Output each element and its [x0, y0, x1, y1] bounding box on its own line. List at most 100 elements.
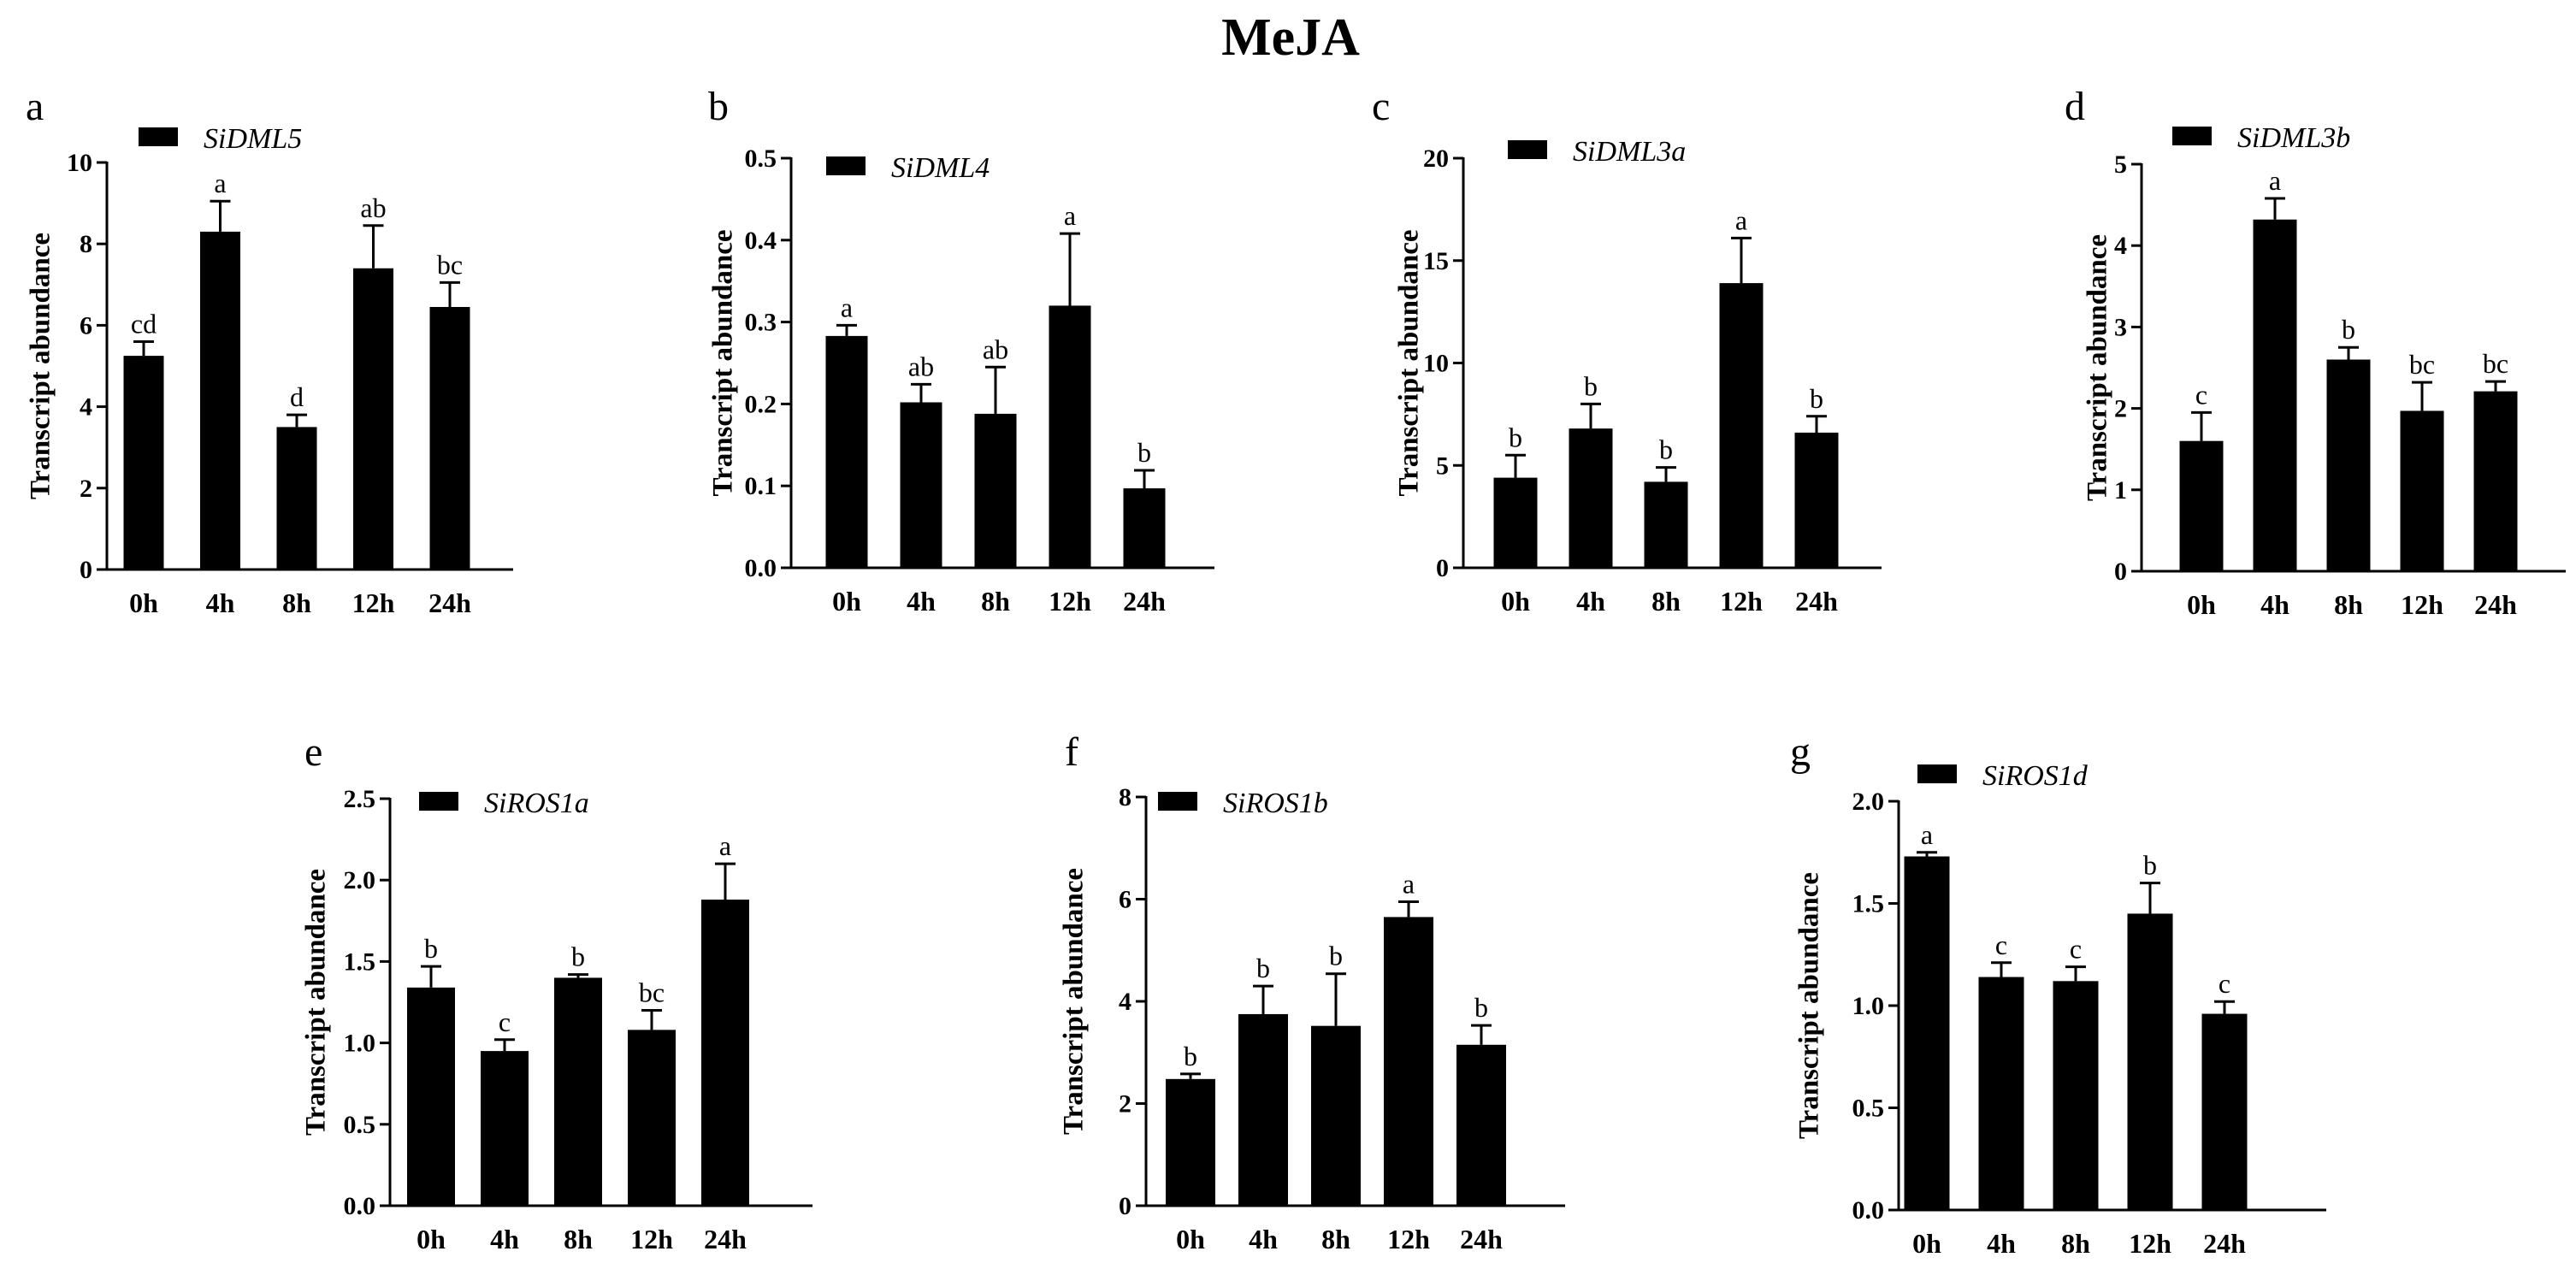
bar	[1238, 1013, 1288, 1206]
y-axis-title: Transcript abundance	[1394, 229, 1425, 496]
significance-label: a	[841, 292, 853, 322]
bar	[481, 1051, 529, 1206]
legend-swatch	[1508, 140, 1547, 159]
x-tick-label: 4h	[2260, 589, 2289, 620]
panel-letter: a	[26, 84, 44, 129]
bar	[1049, 305, 1091, 568]
x-tick-label: 8h	[1321, 1224, 1350, 1254]
y-tick-label: 2	[2114, 395, 2127, 423]
y-tick-label: 8	[1119, 783, 1131, 812]
x-tick-label: 0h	[2187, 589, 2216, 620]
y-tick-label: 2.0	[1852, 788, 1885, 816]
y-tick-label: 0.1	[745, 472, 777, 500]
x-tick-label: 12h	[1049, 586, 1091, 617]
legend-label: SiDML4	[891, 152, 990, 184]
significance-label: cd	[131, 308, 157, 339]
bar	[1978, 977, 2024, 1210]
bar	[1311, 1025, 1361, 1206]
legend-swatch	[826, 156, 866, 175]
y-tick-label: 5	[1436, 452, 1449, 480]
y-tick-label: 20	[1423, 145, 1449, 173]
x-tick-label: 4h	[1987, 1228, 2016, 1259]
x-tick-label: 4h	[907, 586, 936, 617]
legend-label: SiROS1b	[1223, 788, 1328, 819]
significance-label: b	[1137, 437, 1151, 468]
x-tick-label: 24h	[2474, 589, 2517, 620]
x-tick-label: 12h	[1387, 1224, 1430, 1254]
panel-letter: d	[2065, 84, 2085, 129]
bar	[2473, 391, 2518, 571]
y-tick-label: 0.5	[745, 145, 777, 173]
bar	[2201, 1013, 2248, 1210]
x-tick-label: 24h	[1460, 1224, 1503, 1254]
y-tick-label: 4	[2114, 232, 2127, 260]
bar	[1123, 488, 1166, 568]
bar	[2127, 913, 2173, 1210]
y-tick-label: 1.5	[344, 947, 376, 976]
panel-c: c SiDML3a 0 5 10 15 20 Transcript abundance b 0h b…	[1372, 84, 1882, 617]
panel-b: b SiDML4 0.0 0.1 0.2 0.3 0.4 0.5 Transcript abun…	[708, 84, 1214, 617]
significance-label: b	[1509, 422, 1522, 452]
significance-label: b	[1184, 1041, 1197, 1071]
x-tick-label: 0h	[832, 586, 861, 617]
y-axis-title: Transcript abundance	[1059, 868, 1090, 1135]
significance-label: c	[2219, 968, 2230, 999]
y-tick-label: 8	[80, 230, 92, 258]
panel-a: a SiDML5 0 2 4 6 8 10 Transcript abundance cd 0h a 4…	[26, 84, 513, 618]
bar	[825, 335, 868, 568]
legend-label: SiROS1d	[1982, 760, 2089, 792]
significance-label: b	[2143, 850, 2157, 881]
significance-label: a	[1064, 200, 1076, 231]
bar	[900, 402, 942, 568]
significance-label: bc	[2483, 348, 2508, 379]
y-axis-title: Transcript abundance	[1794, 872, 1825, 1139]
significance-label: b	[1329, 941, 1343, 971]
legend-swatch	[1158, 792, 1197, 811]
x-tick-label: 12h	[352, 587, 395, 618]
significance-label: b	[2342, 314, 2355, 345]
significance-label: d	[290, 381, 304, 412]
y-tick-label: 5	[2114, 151, 2127, 179]
x-tick-label: 12h	[630, 1224, 673, 1254]
significance-label: b	[571, 941, 585, 972]
legend-swatch	[139, 127, 178, 146]
y-tick-label: 0.4	[745, 227, 777, 255]
y-tick-label: 0	[2114, 558, 2127, 586]
panel-letter: f	[1065, 729, 1078, 775]
bar	[407, 987, 455, 1206]
bar	[701, 900, 749, 1206]
y-tick-label: 0	[1119, 1192, 1131, 1220]
significance-label: b	[1659, 434, 1673, 465]
y-tick-label: 4	[1119, 988, 1131, 1016]
y-tick-label: 2.5	[344, 785, 376, 813]
y-tick-label: 2	[1119, 1090, 1131, 1118]
x-tick-label: 24h	[2203, 1228, 2246, 1259]
x-tick-label: 4h	[206, 587, 235, 618]
x-tick-label: 8h	[981, 586, 1010, 617]
y-tick-label: 0	[80, 556, 92, 584]
y-axis-title: Transcript abundance	[708, 229, 739, 496]
legend-label: SiDML3a	[1573, 136, 1686, 168]
y-tick-label: 3	[2114, 313, 2127, 341]
bar	[1904, 856, 1950, 1210]
y-tick-label: 2.0	[344, 866, 376, 894]
x-tick-label: 8h	[1651, 586, 1681, 617]
panel-f: f SiROS1b 0 2 4 6 8 Transcript abundance b 0h b 4h b…	[1059, 729, 1565, 1254]
y-tick-label: 0.0	[1852, 1196, 1885, 1225]
panel-letter: e	[304, 729, 322, 775]
panel-letter: b	[708, 84, 729, 129]
bar	[1719, 283, 1764, 568]
bar	[2400, 410, 2444, 571]
figure-title: MeJA	[1221, 9, 1360, 67]
x-tick-label: 4h	[1576, 586, 1605, 617]
x-tick-label: 12h	[2129, 1228, 2171, 1259]
bar	[628, 1030, 676, 1206]
y-tick-label: 0	[1436, 554, 1449, 582]
legend-swatch	[419, 792, 458, 811]
bar	[1569, 428, 1613, 568]
legend-label: SiROS1a	[484, 788, 589, 819]
y-tick-label: 0.0	[344, 1192, 376, 1220]
significance-label: c	[2070, 934, 2082, 965]
significance-label: c	[499, 1006, 511, 1037]
